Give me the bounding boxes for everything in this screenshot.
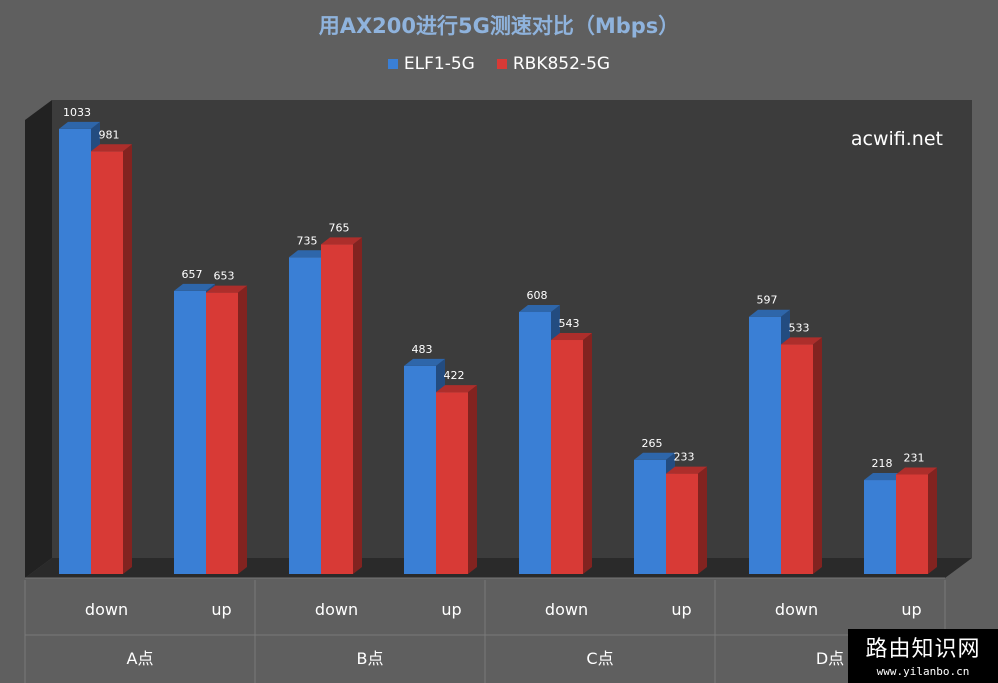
data-label-0-6: 597 [757,294,778,307]
bar-top-0-7 [864,473,905,481]
category-grid [24,580,946,683]
data-label-1-7: 231 [904,451,925,464]
x-tick-label-5: up [671,600,691,619]
data-label-0-5: 265 [642,437,663,450]
bar-rbk852-4 [551,340,583,574]
bar-elf1-6 [749,316,781,574]
data-label-0-2: 735 [297,234,318,247]
bar-top-1-5 [666,466,707,474]
bar-top-0-0 [59,121,100,129]
bar-side-1-0 [123,144,132,574]
bar-elf1-2 [289,257,321,574]
bar-side-1-4 [583,333,592,574]
bar-rbk852-3 [436,392,468,574]
data-label-0-3: 483 [412,343,433,356]
site-watermark: 路由知识网 www.yilanbo.cn [848,629,998,683]
bar-rbk852-0 [91,151,123,574]
bar-top-1-4 [551,333,592,341]
bar-top-1-1 [206,285,247,293]
legend-item-rbk852: RBK852-5G [496,54,611,74]
bar-top-1-6 [781,337,822,345]
group-label-2: C点 [586,649,613,668]
x-tick-label-7: up [901,600,921,619]
bar-side-1-6 [813,337,822,574]
x-tick-label-1: up [211,600,231,619]
bars [59,121,937,575]
bar-elf1-3 [404,365,436,574]
data-label-1-4: 543 [559,317,580,330]
group-label-1: B点 [357,649,384,668]
legend-item-elf1: ELF1-5G [387,54,475,74]
bar-rbk852-1 [206,292,238,574]
plot-floor [25,558,972,578]
group-label-0: A点 [127,649,154,668]
bar-elf1-1 [174,290,206,574]
bar-top-1-7 [896,467,937,475]
data-label-0-4: 608 [527,289,548,302]
bar-top-0-5 [634,452,675,460]
bar-top-1-0 [91,144,132,152]
bar-rbk852-7 [896,474,928,574]
bar-top-1-3 [436,385,477,393]
data-label-1-2: 765 [329,221,350,234]
x-tick-label-0: down [85,600,128,619]
data-labels: 1033 981 657 653 735 765 483 422 608 543 265 233 597… [63,106,925,470]
data-label-1-0: 981 [99,128,120,141]
bar-side-1-1 [238,285,247,574]
data-label-1-3: 422 [444,369,465,382]
data-label-0-1: 657 [182,268,203,281]
watermark-url: www.yilanbo.cn [876,665,970,678]
bar-side-1-3 [468,385,477,574]
bar-rbk852-5 [666,473,698,574]
bar-rbk852-2 [321,244,353,574]
bar-top-0-1 [174,283,215,291]
legend-label-elf1: ELF1-5G [403,54,475,74]
bar-top-0-6 [749,309,790,317]
x-tick-label-6: down [775,600,818,619]
bar-elf1-7 [864,480,896,574]
x-axis-labels: down up down up down up down up A点 B点 C点 D点 [85,600,922,668]
bar-side-1-5 [698,466,707,574]
bar-side-1-7 [928,467,937,574]
bar-top-0-3 [404,358,445,366]
bar-top-1-2 [321,237,362,245]
bar-top-0-4 [519,305,560,313]
legend-label-rbk852: RBK852-5G [512,54,611,74]
data-label-1-1: 653 [214,270,235,283]
annotation-text: acwifi.net [851,128,943,150]
bar-elf1-5 [634,459,666,574]
bar-elf1-0 [59,128,91,574]
data-label-0-7: 218 [872,457,893,470]
x-tick-label-3: up [441,600,461,619]
data-label-1-5: 233 [674,451,695,464]
group-label-3: D点 [816,649,844,668]
bar-top-0-2 [289,250,330,258]
x-tick-label-2: down [315,600,358,619]
bar-rbk852-6 [781,344,813,574]
legend-swatch-rbk852 [496,59,507,69]
x-tick-label-4: down [545,600,588,619]
plot-left-wall [25,100,52,578]
data-label-0-0: 1033 [63,106,91,119]
watermark-name: 路由知识网 [865,637,981,662]
legend: ELF1-5G RBK852-5G [0,54,998,74]
bar-side-1-2 [353,237,362,574]
legend-swatch-elf1 [387,59,398,69]
plot-back-wall [52,100,972,558]
data-label-1-6: 533 [789,321,810,334]
bar-elf1-4 [519,312,551,574]
chart-title: 用AX200进行5G测速对比（Mbps） [318,14,680,38]
